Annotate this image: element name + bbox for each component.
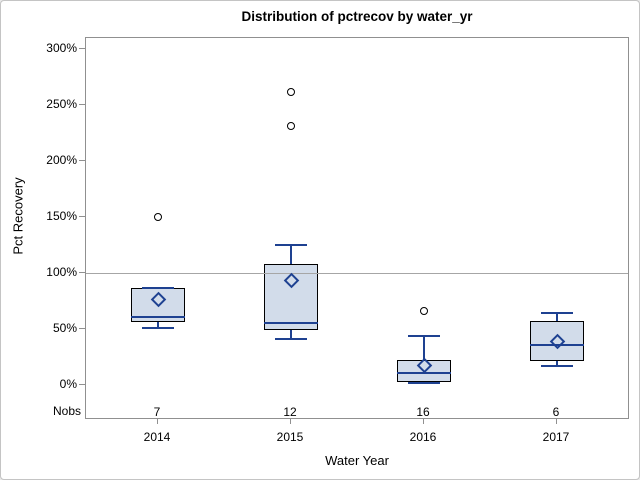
y-axis-tick-label: 250%: [46, 97, 77, 111]
y-axis-tick-label: 0%: [59, 377, 77, 391]
y-axis-tick: [79, 272, 85, 273]
median-line: [397, 371, 451, 374]
box-iqr: [530, 321, 584, 362]
y-axis-tick: [79, 48, 85, 49]
median-line: [530, 343, 584, 346]
x-axis-tick: [423, 419, 424, 424]
nobs-value: 12: [283, 405, 297, 419]
nobs-value: 7: [153, 405, 161, 419]
y-axis-tick-label: 100%: [46, 265, 77, 279]
y-axis-tick: [79, 104, 85, 105]
lower-whisker-cap: [275, 338, 307, 341]
plot-area: [85, 37, 629, 419]
upper-whisker-line: [423, 335, 425, 361]
y-axis-tick-label: 50%: [52, 321, 77, 335]
nobs-value: 6: [552, 405, 560, 419]
x-axis-tick: [556, 419, 557, 424]
box-iqr: [397, 360, 451, 382]
y-axis-tick-label: 300%: [46, 41, 77, 55]
nobs-value: 16: [416, 405, 430, 419]
y-axis-tick: [79, 216, 85, 217]
x-axis-tick: [157, 419, 158, 424]
x-axis-tick-label: 2017: [542, 430, 570, 444]
y-axis-tick-label: 200%: [46, 153, 77, 167]
y-axis-tick: [79, 384, 85, 385]
x-axis-title: Water Year: [325, 453, 389, 468]
x-axis-tick-label: 2015: [276, 430, 304, 444]
upper-whisker-line: [556, 313, 558, 322]
upper-whisker-cap: [142, 286, 174, 289]
lower-whisker-line: [290, 330, 292, 340]
reference-line: [86, 273, 628, 274]
outlier-point: [420, 307, 428, 316]
outlier-point: [287, 122, 295, 131]
lower-whisker-cap: [408, 381, 440, 384]
outlier-point: [287, 87, 295, 96]
lower-whisker-cap: [142, 326, 174, 329]
box-iqr: [264, 264, 318, 331]
x-axis-tick-label: 2016: [409, 430, 437, 444]
lower-whisker-cap: [541, 364, 573, 367]
y-axis-tick: [79, 328, 85, 329]
lower-whisker-line: [556, 361, 558, 366]
y-axis-tick: [79, 160, 85, 161]
x-axis-tick: [290, 419, 291, 424]
upper-whisker-cap: [408, 334, 440, 337]
y-axis-title: Pct Recovery: [10, 177, 26, 255]
upper-whisker-line: [290, 245, 292, 265]
y-axis-tick-label: 150%: [46, 209, 77, 223]
x-axis-tick-label: 2014: [143, 430, 171, 444]
median-line: [264, 322, 318, 325]
nobs-row-label: Nobs: [52, 404, 81, 418]
upper-whisker-cap: [275, 244, 307, 246]
outlier-point: [154, 213, 162, 221]
lower-whisker-line: [157, 322, 159, 328]
chart-title: Distribution of pctrecov by water_yr: [241, 9, 473, 24]
upper-whisker-cap: [541, 312, 573, 315]
median-line: [131, 315, 185, 318]
